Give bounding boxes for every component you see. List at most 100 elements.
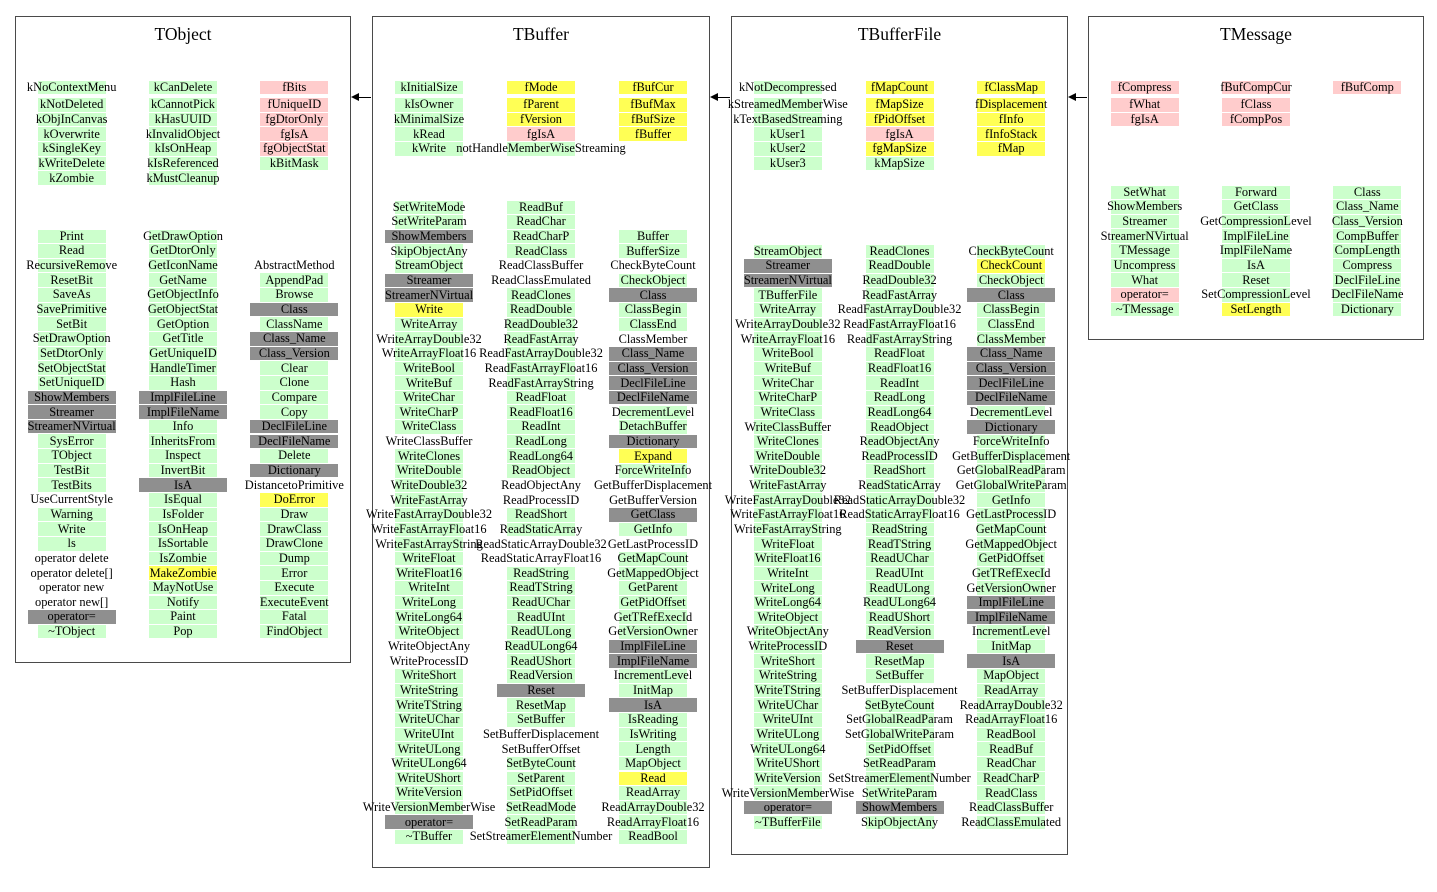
method-item-label: BufferSize bbox=[626, 243, 680, 258]
method-item-label: Dump bbox=[278, 550, 310, 565]
member-item-label: kIsOnHeap bbox=[154, 141, 212, 156]
member-item: kTextBasedStreaming bbox=[732, 112, 844, 127]
highlight-green: kTextBasedStreaming bbox=[733, 113, 842, 127]
method-item: WriteArrayDouble32 bbox=[373, 332, 485, 347]
member-item: kUser1 bbox=[732, 127, 844, 142]
method-item: CheckByteCount bbox=[955, 244, 1067, 259]
method-item-label: SkipObjectAny bbox=[390, 243, 468, 258]
highlight-green: GetParent bbox=[619, 581, 687, 595]
method-item-label: ResetBit bbox=[50, 272, 93, 287]
highlight-green: kCannotPick bbox=[148, 98, 217, 112]
method-item-label: Dictionary bbox=[267, 463, 321, 478]
method-item-label: UseCurrentStyle bbox=[30, 492, 113, 507]
method-item: SetDrawOption bbox=[16, 331, 127, 346]
method-item-label: Class bbox=[639, 287, 667, 302]
member-column: kInitialSize kIsOwner kMinimalSize kRead kWr… bbox=[373, 80, 485, 156]
highlight-green: ReadBuf bbox=[507, 200, 575, 215]
method-item: ClassMember bbox=[955, 332, 1067, 347]
method-item-label: CompBuffer bbox=[1336, 228, 1399, 243]
highlight-yellow: fParent bbox=[507, 98, 575, 112]
method-item: ReadInt bbox=[844, 376, 956, 391]
method-item-label: WriteInt bbox=[408, 580, 450, 595]
highlight-yellow: fMapCount bbox=[865, 80, 934, 95]
method-item: GetMappedObject bbox=[955, 537, 1067, 552]
method-item: DecrementLevel bbox=[955, 405, 1067, 420]
member-item: fgMapSize bbox=[844, 142, 956, 157]
method-item-label: CheckByteCount bbox=[610, 258, 696, 273]
highlight-green: ResetMap bbox=[865, 654, 934, 669]
method-item-label: ReadFastArrayString bbox=[846, 331, 953, 346]
member-item: fUniqueID bbox=[239, 98, 350, 113]
member-item: fgDtorOnly bbox=[239, 112, 350, 127]
method-item-label: Expand bbox=[634, 448, 672, 463]
method-item: SetBufferDisplacement bbox=[483, 727, 599, 742]
method-item: ClassBegin bbox=[597, 303, 709, 318]
method-item: WriteLong64 bbox=[732, 595, 844, 610]
highlight-green: WriteDouble bbox=[753, 449, 822, 464]
method-item-label: WriteArray bbox=[759, 302, 817, 317]
method-item: DeclFileLine bbox=[955, 376, 1067, 391]
method-item: IsA bbox=[1200, 258, 1311, 273]
member-item-label: fBufCompCur bbox=[1220, 79, 1292, 94]
method-item-label: WriteFloat16 bbox=[396, 565, 462, 580]
highlight-pink: fgDtorOnly bbox=[260, 113, 329, 127]
method-item: ReadULong bbox=[844, 581, 956, 596]
method-column: Forward GetClass GetCompressionLevel ImplFi… bbox=[1200, 185, 1312, 317]
method-item-label: operator= bbox=[763, 800, 812, 815]
method-item-label: ReadUChar bbox=[870, 551, 929, 566]
member-item: fBuffer bbox=[597, 127, 709, 142]
method-item-label: CheckByteCount bbox=[968, 243, 1054, 258]
highlight-gray: Class bbox=[967, 288, 1056, 303]
method-item-label: ReadStaticArray bbox=[499, 521, 583, 536]
method-item: DetachBuffer bbox=[597, 420, 709, 435]
highlight-green: WriteObject bbox=[395, 625, 463, 639]
method-item: ReadClones bbox=[844, 244, 956, 259]
highlight-green: GetInfo bbox=[977, 493, 1046, 507]
method-item: HandleTimer bbox=[127, 361, 238, 376]
method-item: Notify bbox=[127, 595, 238, 610]
method-item-label: GetName bbox=[159, 272, 207, 287]
highlight-white: ReadObjectAny bbox=[501, 478, 581, 493]
highlight-green: kBitMask bbox=[260, 157, 329, 171]
method-item-label: WriteUShort bbox=[397, 770, 461, 785]
highlight-gray: ShowMembers bbox=[27, 390, 116, 405]
method-item-label: WriteClassBuffer bbox=[385, 434, 473, 449]
method-item-label: GetClass bbox=[630, 507, 676, 522]
highlight-green: StreamObject bbox=[395, 259, 463, 273]
highlight-white: CheckByteCount bbox=[610, 259, 695, 273]
highlight-green: GetMappedObject bbox=[607, 566, 699, 581]
method-item: SetByteCount bbox=[844, 698, 956, 713]
method-item: GetBufferDisplacement bbox=[952, 449, 1070, 464]
highlight-green: WriteUChar bbox=[753, 698, 822, 712]
method-item: WriteInt bbox=[373, 581, 485, 596]
highlight-green: kUser1 bbox=[753, 127, 822, 142]
member-item-label: fBufSize bbox=[630, 112, 676, 127]
highlight-green: WriteFloat16 bbox=[395, 565, 463, 581]
member-item: fBufCompCur bbox=[1200, 80, 1311, 95]
member-item: kNotDeleted bbox=[16, 98, 127, 113]
method-item: WriteString bbox=[732, 669, 844, 684]
method-item: WriteShort bbox=[373, 669, 485, 684]
method-item-label: GetMappedObject bbox=[607, 565, 699, 580]
highlight-white: WriteObjectAny bbox=[388, 640, 470, 654]
highlight-yellow: fMap bbox=[977, 142, 1046, 156]
method-item: WriteCharP bbox=[732, 390, 844, 405]
highlight-green: kCanDelete bbox=[148, 80, 217, 95]
highlight-green: GetPidOffset bbox=[977, 552, 1046, 566]
method-item: GetGlobalWriteParam bbox=[955, 478, 1067, 493]
highlight-green: WriteBuf bbox=[753, 361, 822, 376]
method-item-label: SetReadParam bbox=[863, 756, 936, 771]
member-item-label: fgIsA bbox=[885, 126, 914, 141]
method-item-label: SysError bbox=[49, 433, 94, 448]
highlight-green: kRead bbox=[395, 127, 463, 142]
highlight-green: ~TBuffer bbox=[395, 830, 463, 844]
method-item: ReadBool bbox=[955, 727, 1067, 742]
highlight-green: WriteUInt bbox=[753, 713, 822, 727]
highlight-gray: operator= bbox=[27, 610, 116, 624]
highlight-green: ReadULong bbox=[507, 625, 575, 639]
method-item: ReadUChar bbox=[485, 595, 597, 610]
highlight-green: WriteObjectAny bbox=[747, 625, 829, 639]
method-item: ImplFileLine bbox=[127, 390, 238, 405]
method-item-label: WriteVersionMemberWise bbox=[362, 800, 496, 815]
method-item-label: IsWriting bbox=[629, 726, 677, 741]
